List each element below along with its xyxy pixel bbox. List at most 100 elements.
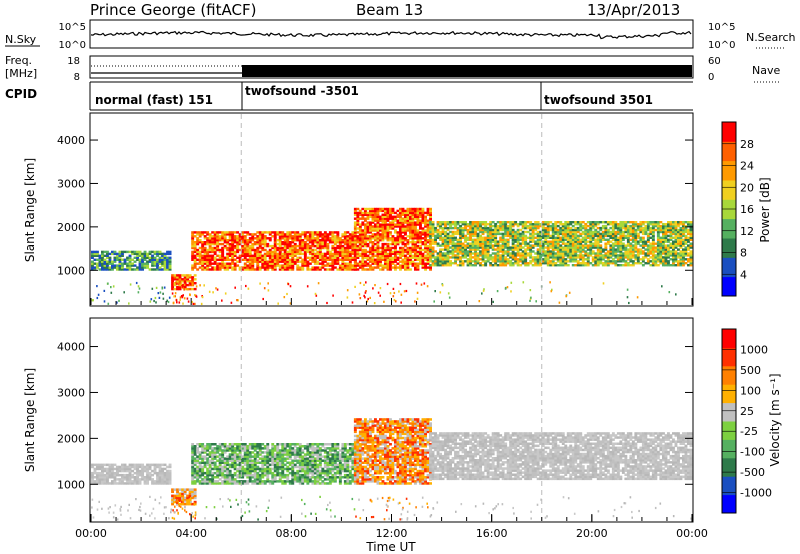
velocity-echo-cell-band-0 [106,463,109,467]
power-echo-cell-band-4 [486,260,490,263]
power-echo-cell-band-4 [644,242,648,245]
power-echo-cell-band-4 [624,248,628,251]
power-scatter-point [626,288,629,291]
power-echo-cell-band-4 [581,226,585,230]
power-echo-cell-band-4 [654,224,658,228]
power-echo-cell-band-4 [484,223,488,226]
power-echo-cell-band-4 [541,262,545,265]
power-echo-cell-band-4 [561,238,565,241]
power-echo-cell-band-0 [151,262,154,265]
power-echo-cell-band-2 [301,262,305,265]
power-echo-cell-band-4 [531,238,535,241]
power-scatter-point [423,282,426,285]
power-echo-cell-band-3 [353,242,357,246]
power-echo-cell-band-4 [529,252,533,255]
power-echo-cell-band-3 [416,221,420,224]
power-echo-cell-band-4 [521,256,525,259]
velocity-echo-cell-band-0 [128,478,132,481]
power-echo-cell-band-2 [311,256,315,259]
velocity-echo-cell-band-2 [191,451,195,454]
power-echo-cell-band-4 [646,240,650,243]
power-echo-cell-band-2 [213,260,217,263]
power-echo-cell-band-2 [343,241,347,244]
power-echo-cell-band-4 [436,244,440,247]
power-echo-cell-band-4 [459,238,462,241]
power-echo-cell-band-4 [656,224,660,228]
power-echo-cell-band-4 [674,232,678,236]
power-echo-cell-band-4 [469,228,472,232]
power-echo-cell-band-4 [456,256,460,259]
power-echo-cell-band-2 [291,244,295,248]
power-echo-cell-band-2 [318,262,322,265]
power-scatter-point [565,295,567,298]
power-echo-cell-band-4 [631,223,635,226]
power-echo-cell-band-4 [501,262,505,265]
power-echo-cell-band-3 [411,225,415,228]
power-echo-cell-band-2 [218,268,222,271]
power-echo-cell-band-4 [496,256,500,259]
power-echo-cell-band-4 [454,260,457,263]
power-echo-cell-band-2 [288,254,292,257]
power-echo-cell-band-4 [511,223,515,226]
power-echo-cell-band-4 [474,260,477,263]
power-echo-cell-band-3 [389,258,392,261]
velocity-echo-cell-band-2 [203,480,207,483]
velocity-echo-cell-band-0 [131,469,134,473]
power-echo-cell-band-3 [369,250,372,254]
power-echo-cell-band-2 [248,252,252,256]
power-echo-cell-band-4 [589,230,593,234]
power-echo-cell-band-4 [546,250,550,253]
velocity-echo-cell-band-0 [153,482,157,485]
velocity-echo-cell-band-2 [196,459,200,462]
power-echo-cell-band-4 [639,236,643,239]
power-echo-cell-band-2 [238,268,242,271]
power-echo-cell-band-2 [191,268,195,271]
power-colorbar-swatch [722,122,736,142]
power-echo-cell-band-3 [419,211,422,215]
power-echo-cell-band-3 [409,207,412,211]
power-echo-cell-band-2 [283,268,287,271]
power-echo-cell-band-2 [298,244,302,248]
power-scatter-point [161,287,164,290]
power-echo-cell-band-3 [404,215,407,218]
power-echo-cell-band-2 [193,264,197,267]
power-echo-cell-band-4 [689,223,693,226]
power-echo-cell-band-2 [311,244,315,248]
power-echo-cell-band-3 [358,264,362,267]
power-echo-cell-band-3 [394,250,397,254]
power-echo-cell-band-3 [358,244,362,248]
power-echo-cell-band-4 [591,252,595,255]
power-echo-cell-band-4 [591,223,595,226]
power-echo-cell-band-4 [687,240,690,243]
power-echo-cell-band-4 [461,254,465,257]
velocity-echo-cell-band-0 [143,480,147,483]
power-echo-cell-band-4 [511,240,515,243]
power-echo-cell-band-3 [399,233,402,236]
power-echo-cell-band-3 [414,211,417,215]
power-echo-cell-band-4 [559,228,563,232]
power-echo-cell-band-2 [251,244,255,248]
velocity-echo-cell-band-0 [116,467,119,471]
power-echo-cell-band-4 [506,246,510,249]
power-echo-cell-band-4 [461,228,465,232]
power-echo-cell-band-4 [464,250,467,253]
power-echo-cell-band-2 [343,254,347,257]
power-echo-cell-band-4 [564,264,568,267]
power-echo-cell-band-3 [424,254,427,257]
power-echo-cell-band-4 [479,221,482,224]
power-echo-cell-band-2 [191,239,195,242]
power-echo-cell-band-0 [118,254,122,257]
power-echo-cell-band-4 [551,226,555,230]
power-echo-cell-band-4 [689,238,693,241]
power-echo-cell-band-3 [358,229,362,232]
power-echo-cell-band-4 [519,228,523,232]
power-echo-cell-band-4 [667,226,670,230]
velocity-echo-cell-band-0 [168,476,172,479]
power-echo-cell-band-2 [293,250,297,254]
power-echo-cell-band-2 [348,244,352,248]
nsky-panel-frame [89,19,694,49]
power-echo-cell-band-2 [266,252,270,256]
power-echo-cell-band-3 [421,242,425,246]
power-echo-cell-band-3 [361,237,365,240]
power-echo-cell-band-4 [434,236,437,239]
